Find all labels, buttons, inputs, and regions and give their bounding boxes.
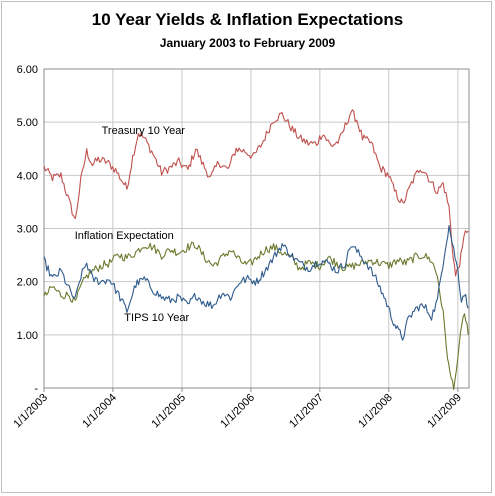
x-tick-label: 1/1/2006 (218, 392, 257, 431)
x-tick-label: 1/1/2005 (149, 392, 188, 431)
series-line-tips-10-year (43, 225, 469, 341)
labels: Treasury 10 Year Inflation Expectation TIP… (75, 125, 190, 324)
x-tick-label: 1/1/2007 (287, 392, 326, 431)
y-tick-label: 6.00 (17, 64, 38, 76)
x-tick-label: 1/1/2009 (425, 392, 464, 431)
chart-title: 10 Year Yields & Inflation Expectations (91, 10, 404, 29)
x-tick-label: 1/1/2004 (80, 392, 119, 431)
annotation-inflation-expectation: Inflation Expectation (75, 230, 174, 242)
y-tick-label: 3.00 (17, 224, 38, 236)
x-tick-label: 1/1/2003 (11, 392, 50, 431)
y-tick-label: 5.00 (17, 117, 38, 129)
plot-area-border (43, 68, 470, 389)
x-tick-label: 1/1/2008 (356, 392, 395, 431)
y-tick-label: 4.00 (17, 170, 38, 182)
annotation-treasury-10-year: Treasury 10 Year (102, 125, 186, 137)
y-tick-label: 2.00 (17, 277, 38, 289)
chart-subtitle: January 2003 to February 2009 (159, 36, 336, 50)
y-tick-label: 1.00 (17, 330, 38, 342)
series-lines (43, 109, 469, 391)
annotation-tips-10-year: TIPS 10 Year (124, 312, 189, 324)
series-line-inflation-expectation (43, 241, 469, 391)
gridlines (43, 68, 469, 389)
series-line-treasury-10-year (43, 109, 469, 277)
axes: - 1.00 2.00 3.00 4.00 5.00 6.00 1/1/2003 1/1/200… (11, 64, 470, 431)
y-tick-label: - (34, 383, 38, 395)
